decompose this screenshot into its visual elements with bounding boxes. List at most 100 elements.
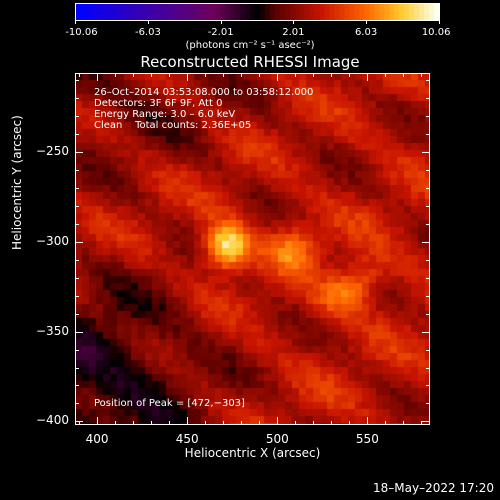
x-minor-tick bbox=[366, 421, 368, 425]
x-tick-label: 500 bbox=[265, 432, 289, 446]
y-minor-tick bbox=[426, 349, 430, 351]
y-minor-tick bbox=[75, 277, 79, 279]
x-minor-tick bbox=[78, 73, 80, 77]
y-minor-tick bbox=[426, 80, 430, 82]
x-minor-tick bbox=[312, 73, 314, 77]
x-minor-tick bbox=[96, 73, 98, 77]
y-minor-tick bbox=[426, 187, 430, 189]
y-tick-label: −350 bbox=[36, 323, 69, 338]
x-tick-mark bbox=[186, 73, 188, 81]
y-minor-tick bbox=[75, 98, 79, 100]
x-minor-tick bbox=[258, 421, 260, 425]
y-minor-tick bbox=[426, 98, 430, 100]
annotation-time: 26–Oct–2014 03:53:08.000 to 03:58:12.000 bbox=[94, 87, 314, 98]
x-minor-tick bbox=[330, 73, 332, 77]
x-minor-tick bbox=[402, 73, 404, 77]
colorbar-units-label: (photons cm⁻² s⁻¹ asec⁻²) bbox=[185, 40, 315, 51]
y-minor-tick bbox=[426, 403, 430, 405]
y-minor-tick bbox=[426, 385, 430, 387]
y-minor-tick bbox=[426, 152, 430, 154]
x-minor-tick bbox=[222, 421, 224, 425]
x-minor-tick bbox=[132, 421, 134, 425]
y-minor-tick bbox=[426, 169, 430, 171]
y-minor-tick bbox=[426, 223, 430, 225]
y-minor-tick bbox=[75, 295, 79, 297]
y-minor-tick bbox=[426, 421, 430, 423]
chart-title: Reconstructed RHESSI Image bbox=[140, 53, 360, 71]
y-minor-tick bbox=[426, 367, 430, 369]
y-minor-tick bbox=[75, 421, 79, 423]
x-minor-tick bbox=[204, 421, 206, 425]
heatmap-plot-area bbox=[75, 73, 430, 425]
colorbar-tick-label: 2.01 bbox=[282, 27, 305, 38]
x-minor-tick bbox=[420, 73, 422, 77]
colorbar-tick-label: 10.06 bbox=[421, 27, 451, 38]
colorbar bbox=[75, 3, 440, 21]
colorbar-tick-mark bbox=[220, 20, 222, 24]
x-tick-label: 400 bbox=[85, 432, 109, 446]
y-minor-tick bbox=[75, 223, 79, 225]
x-minor-tick bbox=[78, 421, 80, 425]
colorbar-tick-label: -6.03 bbox=[134, 27, 161, 38]
y-minor-tick bbox=[75, 385, 79, 387]
x-minor-tick bbox=[186, 421, 188, 425]
y-minor-tick bbox=[75, 349, 79, 351]
y-axis-label: Heliocentric Y (arcsec) bbox=[10, 115, 24, 250]
x-minor-tick bbox=[348, 73, 350, 77]
y-minor-tick bbox=[75, 259, 79, 261]
x-minor-tick bbox=[150, 421, 152, 425]
y-minor-tick bbox=[75, 367, 79, 369]
heatmap-image bbox=[75, 73, 430, 425]
x-minor-tick bbox=[96, 421, 98, 425]
x-minor-tick bbox=[222, 73, 224, 77]
x-minor-tick bbox=[240, 421, 242, 425]
annotation-peak-position: Position of Peak = [472,−303] bbox=[94, 398, 245, 409]
x-minor-tick bbox=[348, 421, 350, 425]
x-minor-tick bbox=[132, 73, 134, 77]
x-minor-tick bbox=[420, 421, 422, 425]
y-minor-tick bbox=[75, 134, 79, 136]
y-minor-tick bbox=[426, 313, 430, 315]
y-tick-mark bbox=[75, 152, 83, 154]
x-minor-tick bbox=[276, 73, 278, 77]
colorbar-tick-mark bbox=[439, 20, 440, 24]
x-minor-tick bbox=[204, 73, 206, 77]
x-minor-tick bbox=[168, 421, 170, 425]
x-minor-tick bbox=[150, 73, 152, 77]
x-tick-label: 550 bbox=[355, 432, 379, 446]
x-minor-tick bbox=[366, 73, 368, 77]
y-minor-tick bbox=[75, 205, 79, 207]
annotation-energy: Energy Range: 3.0 – 6.0 keV bbox=[94, 109, 236, 120]
x-minor-tick bbox=[258, 73, 260, 77]
x-minor-tick bbox=[186, 73, 188, 77]
footer-date: 18–May–2022 17:20 bbox=[372, 481, 494, 495]
y-minor-tick bbox=[75, 116, 79, 118]
x-tick-mark bbox=[96, 73, 98, 81]
y-minor-tick bbox=[426, 259, 430, 261]
x-minor-tick bbox=[384, 421, 386, 425]
y-minor-tick bbox=[75, 241, 79, 243]
x-minor-tick bbox=[240, 73, 242, 77]
x-minor-tick bbox=[276, 421, 278, 425]
colorbar-tick-mark bbox=[147, 20, 149, 24]
colorbar-tick-label: -10.06 bbox=[65, 27, 98, 38]
y-tick-label: −400 bbox=[36, 413, 69, 428]
x-minor-tick bbox=[114, 421, 116, 425]
y-tick-mark bbox=[75, 331, 83, 333]
y-minor-tick bbox=[426, 241, 430, 243]
y-minor-tick bbox=[426, 134, 430, 136]
x-minor-tick bbox=[312, 421, 314, 425]
x-tick-mark bbox=[276, 73, 278, 81]
y-tick-label: −250 bbox=[36, 144, 69, 159]
y-minor-tick bbox=[426, 205, 430, 207]
y-minor-tick bbox=[75, 331, 79, 333]
x-minor-tick bbox=[402, 421, 404, 425]
y-minor-tick bbox=[75, 187, 79, 189]
y-minor-tick bbox=[75, 313, 79, 315]
x-minor-tick bbox=[294, 421, 296, 425]
x-minor-tick bbox=[330, 421, 332, 425]
colorbar-tick-label: -2.01 bbox=[207, 27, 234, 38]
annotation-detectors: Detectors: 3F 6F 9F, Att 0 bbox=[94, 98, 223, 109]
x-tick-label: 450 bbox=[175, 432, 199, 446]
y-minor-tick bbox=[75, 80, 79, 82]
